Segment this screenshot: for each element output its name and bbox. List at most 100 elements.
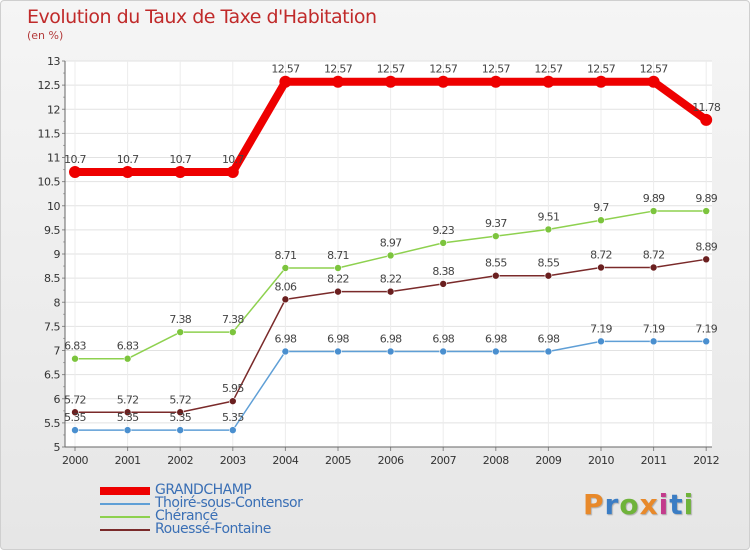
data-label-rouess-fontaine: 8.22 [380, 273, 402, 286]
y-tick-label: 6 [54, 393, 61, 406]
data-point-rouess-fontaine [176, 408, 184, 417]
data-label-ch-ranc-: 7.38 [222, 313, 244, 326]
data-label-thoir-sous-contensor: 6.98 [485, 332, 507, 345]
data-label-rouess-fontaine: 8.89 [695, 240, 717, 253]
data-label-thoir-sous-contensor: 6.98 [327, 332, 349, 345]
logo-letter: P [583, 488, 605, 521]
data-point-grandchamp [489, 75, 502, 88]
data-point-ch-ranc- [702, 207, 711, 215]
data-label-ch-ranc-: 9.89 [695, 192, 717, 205]
data-point-thoir-sous-contensor [334, 347, 342, 356]
chart-title: Evolution du Taux de Taxe d'Habitation [27, 6, 377, 28]
data-label-grandchamp: 11.78 [692, 101, 721, 114]
x-tick-label: 2008 [483, 454, 509, 467]
legend-swatch-cherance [100, 516, 150, 518]
data-point-thoir-sous-contensor [491, 347, 500, 356]
data-point-thoir-sous-contensor [71, 426, 79, 434]
data-label-rouess-fontaine: 5.72 [64, 393, 86, 406]
data-label-grandchamp: 12.57 [482, 63, 511, 76]
data-point-ch-ranc- [229, 328, 237, 336]
logo-letter: x [639, 488, 659, 521]
data-point-grandchamp [226, 165, 239, 178]
logo-letter: o [619, 488, 640, 521]
data-label-grandchamp: 12.57 [640, 63, 669, 76]
y-tick-label: 5.5 [44, 417, 60, 430]
x-tick-label: 2007 [430, 454, 456, 467]
data-label-rouess-fontaine: 8.55 [538, 257, 560, 270]
series-layer [69, 75, 713, 434]
data-label-rouess-fontaine: 5.72 [169, 393, 191, 406]
data-label-ch-ranc-: 7.38 [169, 313, 191, 326]
data-point-thoir-sous-contensor [281, 347, 290, 356]
data-label-rouess-fontaine: 8.22 [327, 273, 349, 286]
data-point-thoir-sous-contensor [229, 426, 237, 434]
data-point-rouess-fontaine [544, 271, 553, 280]
data-point-grandchamp [279, 75, 292, 88]
data-point-thoir-sous-contensor [649, 337, 658, 346]
x-tick-label: 2004 [272, 454, 298, 467]
data-point-thoir-sous-contensor [123, 426, 132, 434]
y-tick-label: 10 [47, 200, 60, 213]
data-label-thoir-sous-contensor: 7.19 [590, 322, 612, 335]
proxiti-logo: Proxiti [583, 488, 694, 521]
data-point-rouess-fontaine [491, 271, 500, 280]
y-tick-label: 8.5 [44, 272, 60, 285]
data-label-grandchamp: 12.57 [377, 63, 406, 76]
data-point-ch-ranc- [71, 354, 79, 363]
data-point-grandchamp [542, 75, 555, 88]
data-point-ch-ranc- [491, 232, 500, 240]
data-label-grandchamp: 10.7 [222, 153, 244, 166]
data-point-grandchamp [700, 113, 713, 126]
legend-swatch-grandchamp [100, 487, 150, 495]
data-point-thoir-sous-contensor [544, 347, 553, 356]
y-tick-label: 6.5 [44, 369, 60, 382]
data-point-ch-ranc- [281, 264, 290, 272]
x-tick-label: 2012 [693, 454, 719, 467]
y-tick-labels: 5 5.5 6 6.5 7 7.5 8 8.5 9 9.5 10 10.5 11 11.5 12 12.5 13 [38, 55, 62, 454]
x-tick-label: 2011 [641, 454, 667, 467]
data-label-grandchamp: 12.57 [429, 63, 458, 76]
x-tick-label: 2009 [535, 454, 561, 467]
data-label-rouess-fontaine: 8.72 [590, 249, 612, 262]
data-label-grandchamp: 12.57 [534, 63, 563, 76]
data-point-ch-ranc- [649, 207, 658, 215]
data-label-grandchamp: 12.57 [271, 63, 300, 76]
y-tick-label: 12 [47, 103, 60, 116]
data-point-grandchamp [647, 75, 660, 88]
data-point-ch-ranc- [176, 328, 184, 336]
data-label-grandchamp: 10.7 [64, 153, 86, 166]
data-point-rouess-fontaine [281, 295, 290, 304]
y-tick-label: 11 [47, 152, 60, 165]
data-point-grandchamp [174, 165, 187, 178]
logo-letter: i [658, 488, 670, 521]
x-tick-label: 2000 [62, 454, 88, 467]
data-label-ch-ranc-: 6.83 [117, 340, 139, 353]
data-point-ch-ranc- [597, 216, 605, 225]
data-point-grandchamp [332, 75, 344, 88]
chart-subtitle: (en %) [27, 29, 64, 42]
x-tick-label: 2006 [378, 454, 404, 467]
legend-label-rouesse: Rouessé-Fontaine [155, 521, 271, 537]
data-point-rouess-fontaine [123, 408, 132, 417]
data-label-rouess-fontaine: 8.72 [643, 249, 665, 262]
data-point-grandchamp [595, 75, 607, 88]
x-tick-labels: 2000 2001 2002 2003 2004 2005 2006 2007 2008 2009… [62, 454, 720, 467]
data-point-thoir-sous-contensor [439, 347, 448, 356]
data-label-ch-ranc-: 9.51 [538, 210, 560, 223]
y-tick-label: 11.5 [38, 127, 61, 140]
data-point-ch-ranc- [386, 251, 395, 260]
data-label-grandchamp: 12.57 [587, 63, 616, 76]
data-point-grandchamp [384, 75, 397, 88]
data-label-thoir-sous-contensor: 5.35 [64, 411, 86, 424]
data-point-rouess-fontaine [229, 397, 237, 405]
data-label-rouess-fontaine: 8.38 [432, 265, 454, 278]
y-tick-label: 7.5 [44, 320, 60, 333]
y-tick-label: 10.5 [38, 176, 61, 189]
legend-swatch-rouesse [100, 529, 150, 531]
data-label-thoir-sous-contensor: 5.35 [169, 411, 191, 424]
data-label-ch-ranc-: 8.97 [380, 236, 402, 249]
data-point-rouess-fontaine [702, 255, 711, 264]
legend-label-thoire: Thoiré-sous-Contensor [155, 495, 303, 511]
data-label-thoir-sous-contensor: 5.35 [222, 411, 244, 424]
